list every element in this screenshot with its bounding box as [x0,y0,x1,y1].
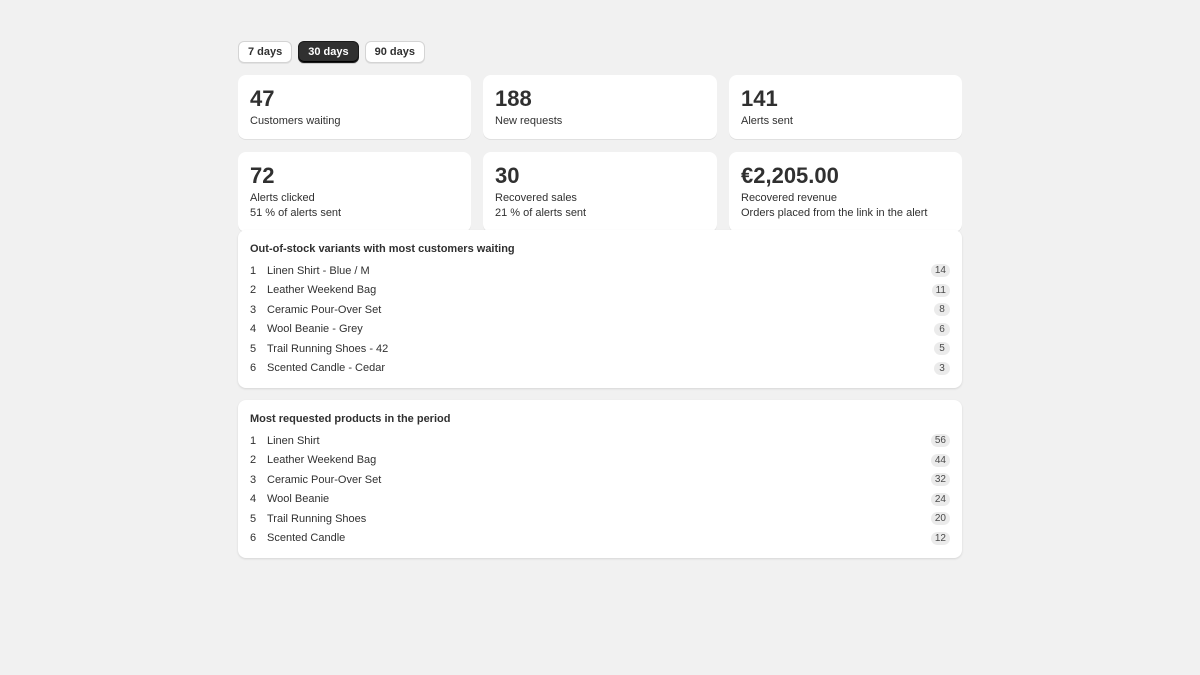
item-count-badge: 20 [930,512,950,526]
list-item: 1 Linen Shirt - Blue / M 14 [250,261,950,281]
item-count-badge: 6 [934,322,950,336]
panel-title: Most requested products in the period [250,413,451,425]
list-item: 5 Trail Running Shoes 20 [250,509,950,529]
item-rank: 3 [250,303,257,316]
item-rank: 5 [250,512,257,525]
list-item: 2 Leather Weekend Bag 11 [250,281,950,301]
metric-label: Customers waiting [250,115,341,127]
metric-card-alerts-clicked: 72 Alerts clicked 51 % of alerts sent [238,152,471,232]
item-rank: 5 [250,342,257,355]
metrics-row-1: 47 Customers waiting 188 New requests 14… [238,75,962,139]
item-name: Ceramic Pour-Over Set [267,303,382,316]
metric-card-new-requests: 188 New requests [483,75,717,139]
item-name: Wool Beanie [267,493,330,506]
requested-products-list: 1 Linen Shirt 56 2 Leather Weekend Bag 4… [250,431,950,548]
metric-label: Alerts clicked [250,192,315,204]
metric-value: 188 [495,86,532,111]
item-rank: 2 [250,454,257,467]
metric-card-recovered-revenue: €2,205.00 Recovered revenue Orders place… [729,152,962,232]
item-name: Linen Shirt [267,434,320,447]
item-rank: 4 [250,493,257,506]
metric-value: 30 [495,163,520,188]
waiting-variants-panel: Out-of-stock variants with most customer… [238,230,962,388]
metric-subtext: 51 % of alerts sent [250,207,342,219]
item-rank: 2 [250,284,257,297]
list-item: 1 Linen Shirt 56 [250,431,950,451]
list-item: 6 Scented Candle - Cedar 3 [250,359,950,379]
item-name: Scented Candle - Cedar [267,362,386,375]
list-item: 4 Wool Beanie 24 [250,490,950,510]
metric-value: €2,205.00 [741,163,839,188]
metric-value: 72 [250,163,275,188]
requested-products-panel: Most requested products in the period 1 … [238,400,962,558]
period-tabs: 7 days 30 days 90 days [238,41,962,63]
item-count-badge: 24 [930,492,950,506]
item-rank: 1 [250,264,257,277]
item-rank: 4 [250,323,257,336]
waiting-variants-list: 1 Linen Shirt - Blue / M 14 2 Leather We… [250,261,950,378]
item-count-badge: 56 [930,434,950,448]
list-item: 3 Ceramic Pour-Over Set 32 [250,470,950,490]
item-count-badge: 5 [934,342,950,356]
metric-subtext: 21 % of alerts sent [495,207,587,219]
tab-90-days[interactable]: 90 days [364,41,425,63]
item-rank: 6 [250,362,257,375]
item-rank: 1 [250,434,257,447]
list-item: 2 Leather Weekend Bag 44 [250,451,950,471]
item-rank: 6 [250,532,257,545]
item-count-badge: 12 [930,531,950,545]
tab-30-days[interactable]: 30 days [298,41,359,63]
tab-7-days[interactable]: 7 days [238,41,293,63]
analytics-dashboard: 7 days 30 days 90 days 47 Customers wait… [238,41,962,558]
item-name: Leather Weekend Bag [267,454,377,467]
list-item: 6 Scented Candle 12 [250,529,950,549]
metric-label: New requests [495,115,563,127]
metric-label: Alerts sent [741,115,793,127]
item-rank: 3 [250,473,257,486]
metric-label: Recovered revenue [741,192,838,204]
metrics-row-2: 72 Alerts clicked 51 % of alerts sent 30… [238,152,962,232]
metric-subtext: Orders placed from the link in the alert [741,207,928,219]
list-item: 5 Trail Running Shoes - 42 5 [250,339,950,359]
item-name: Trail Running Shoes - 42 [267,342,389,355]
list-item: 3 Ceramic Pour-Over Set 8 [250,300,950,320]
item-name: Scented Candle [267,532,346,545]
item-count-badge: 32 [930,473,950,487]
metric-value: 141 [741,86,778,111]
metric-card-alerts-sent: 141 Alerts sent [729,75,962,139]
item-count-badge: 3 [934,361,950,375]
item-name: Leather Weekend Bag [267,284,377,297]
item-count-badge: 8 [934,303,950,317]
metric-label: Recovered sales [495,192,577,204]
item-count-badge: 44 [930,453,950,467]
item-count-badge: 14 [930,264,950,278]
item-name: Ceramic Pour-Over Set [267,473,382,486]
panel-title: Out-of-stock variants with most customer… [250,243,515,255]
item-name: Trail Running Shoes [267,512,367,525]
item-name: Wool Beanie - Grey [267,323,363,336]
list-item: 4 Wool Beanie - Grey 6 [250,320,950,340]
metric-value: 47 [250,86,275,111]
metric-card-recovered-sales: 30 Recovered sales 21 % of alerts sent [483,152,717,232]
metric-card-customers-waiting: 47 Customers waiting [238,75,471,139]
item-name: Linen Shirt - Blue / M [267,264,370,277]
item-count-badge: 11 [931,283,950,297]
